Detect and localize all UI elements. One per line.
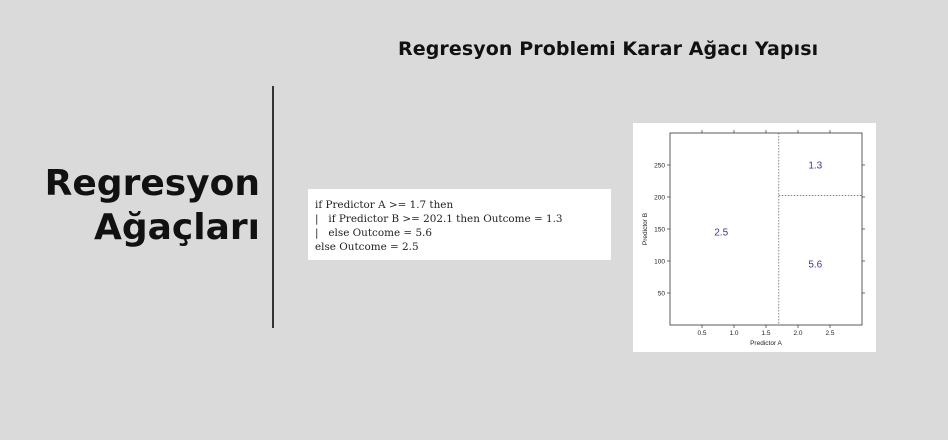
- y-tick-label: 50: [658, 290, 666, 297]
- partition-chart: 0.5 1.0 1.5 2.0 2.5 50 100 150 200 250 2.5 1.3 5.6 Pr…: [642, 130, 865, 347]
- code-line: else Outcome = 2.5: [315, 241, 419, 253]
- slide-title: Regresyon Problemi Karar Ağacı Yapısı: [398, 38, 819, 60]
- decision-tree-code-box: if Predictor A >= 1.7 then | if Predicto…: [308, 189, 611, 260]
- y-axis-label: Predictor B: [642, 213, 649, 245]
- x-tick-label: 2.5: [825, 330, 834, 337]
- section-title-line-1: Regresyon: [44, 163, 260, 204]
- section-title: Regresyon Ağaçları: [45, 162, 260, 250]
- region-label: 1.3: [808, 161, 822, 172]
- code-line: | if Predictor B >= 202.1 then Outcome =…: [315, 213, 563, 225]
- x-axis-label: Predictor A: [750, 340, 782, 347]
- vertical-divider: [272, 86, 274, 328]
- x-tick-label: 1.5: [761, 330, 770, 337]
- section-title-line-2: Ağaçları: [94, 207, 260, 248]
- code-line: if Predictor A >= 1.7 then: [315, 199, 454, 211]
- plot-frame: [669, 132, 863, 326]
- y-tick-label: 100: [654, 258, 665, 265]
- region-label: 5.6: [808, 260, 822, 271]
- partition-chart-panel: 0.5 1.0 1.5 2.0 2.5 50 100 150 200 250 2.5 1.3 5.6 Pr…: [633, 123, 876, 352]
- x-tick-label: 2.0: [793, 330, 802, 337]
- x-tick-label: 1.0: [729, 330, 738, 337]
- y-tick-label: 200: [654, 194, 665, 201]
- code-line: | else Outcome = 5.6: [315, 227, 432, 239]
- y-tick-label: 150: [654, 226, 665, 233]
- x-tick-label: 0.5: [697, 330, 706, 337]
- region-label: 2.5: [714, 228, 728, 239]
- y-tick-label: 250: [654, 162, 665, 169]
